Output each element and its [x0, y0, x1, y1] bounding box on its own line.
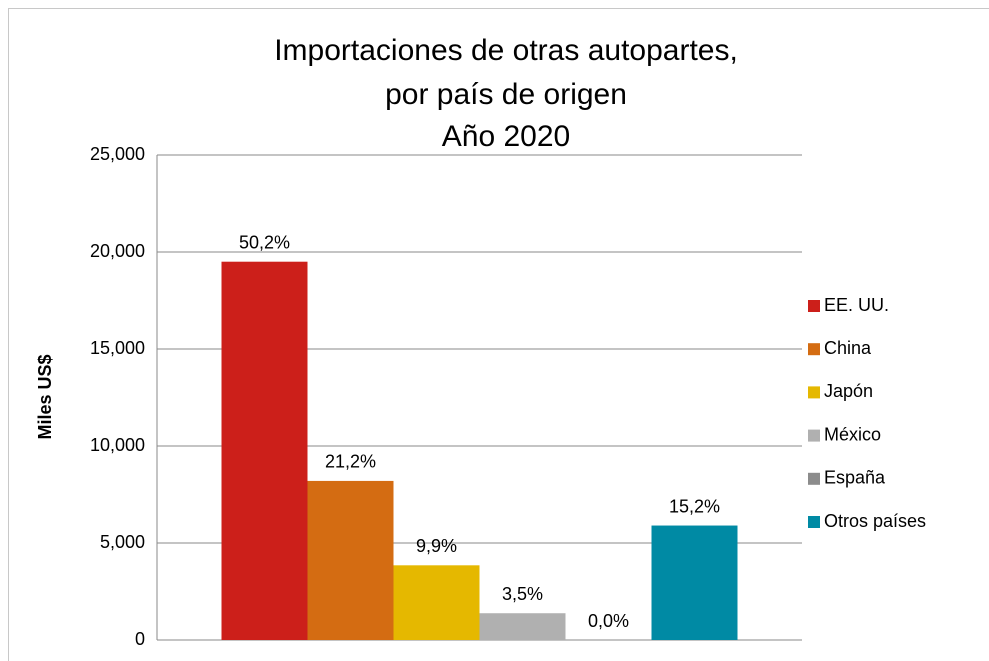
data-label: 21,2%: [325, 452, 376, 472]
y-tick-label: 15,000: [90, 338, 145, 358]
bar: [393, 565, 480, 640]
legend-swatch: [808, 386, 820, 399]
legend-label: EE. UU.: [824, 295, 889, 315]
chart-title: Importaciones de otras autopartes,: [274, 34, 738, 67]
legend-label: México: [824, 424, 881, 444]
y-tick-label: 0: [135, 629, 145, 649]
y-tick-label: 25,000: [90, 144, 145, 164]
bar: [651, 525, 738, 640]
chart-title: por país de origen: [385, 78, 627, 111]
data-label: 9,9%: [416, 536, 457, 556]
data-label: 3,5%: [502, 584, 543, 604]
chart-title: Año 2020: [442, 120, 570, 153]
y-tick-label: 20,000: [90, 241, 145, 261]
legend-swatch: [808, 516, 820, 528]
legend-swatch: [808, 300, 820, 312]
y-tick-label: 5,000: [100, 532, 145, 552]
y-axis-title: Miles US$: [35, 354, 55, 439]
legend-swatch: [808, 343, 820, 356]
data-label: 50,2%: [239, 232, 290, 252]
chart-border: [8, 8, 989, 661]
data-label: 15,2%: [669, 496, 720, 516]
data-label: 0,0%: [588, 611, 629, 631]
y-tick-label: 10,000: [90, 435, 145, 455]
legend-label: Otros países: [824, 511, 926, 531]
legend-label: España: [824, 468, 886, 488]
legend-swatch: [808, 472, 820, 485]
bar: [479, 613, 566, 640]
legend-label: Japón: [824, 381, 873, 401]
bar: [307, 480, 394, 640]
legend-swatch: [808, 429, 820, 442]
bar: [221, 261, 308, 640]
legend-label: China: [824, 338, 872, 358]
